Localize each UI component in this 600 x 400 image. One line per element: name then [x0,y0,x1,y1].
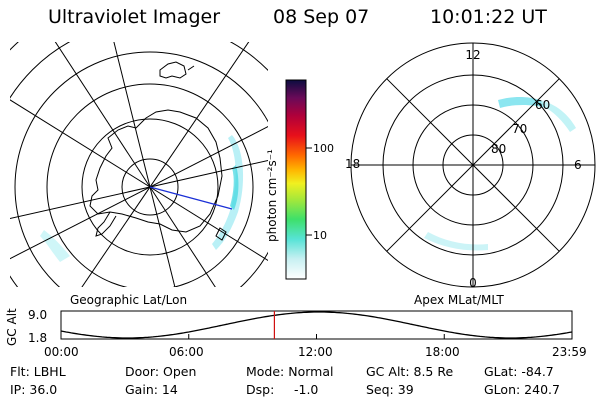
colorbar-unit-label: photon cm⁻²s⁻¹ [265,149,279,242]
alt-ytick-1.8: 1.8 [28,331,47,345]
mlt-label-18: 18 [345,157,360,171]
door-info: Door: Open [125,364,197,379]
glat-info: GLat: -84.7 [484,364,554,379]
instrument-title: Ultraviolet Imager [48,6,221,28]
filter-info: Flt: LBHL [10,364,66,379]
south-america-coastline [159,61,195,79]
mlat-label-80: 80 [491,142,506,156]
colorbar [285,79,307,280]
apex-caption: Apex MLat/MLT [414,293,504,307]
alt-xtick-0000: 00:00 [44,345,79,359]
antarctica-coastline [89,109,223,233]
satellite-track [149,186,233,210]
island-coastline [215,227,227,241]
gain-info: Gain: 14 [125,382,178,397]
mlat-label-60: 60 [535,98,550,112]
gc-alt-info: GC Alt: 8.5 Re [366,364,454,379]
mlat-label-70: 70 [512,122,527,136]
dsp-label: Dsp: [246,382,275,397]
antarctic-peninsula [95,211,117,237]
aurora-oval-apex [424,97,576,251]
mlt-label-12: 12 [465,48,480,62]
ip-info: IP: 36.0 [10,382,58,397]
alt-xtick-1200: 12:00 [298,345,333,359]
dsp-value: -1.0 [294,382,319,397]
glon-info: GLon: 240.7 [484,382,560,397]
seq-info: Seq: 39 [366,382,414,397]
colorbar-ticks [306,147,312,236]
latitude-circles [10,42,268,287]
header-date: 08 Sep 07 [273,6,370,28]
alt-ytick-9: 9.0 [28,308,47,322]
mlt-spokes [351,43,595,287]
header-time: 10:01:22 UT [430,6,547,28]
alt-xtick-1800: 18:00 [425,345,460,359]
altitude-plot [60,310,573,340]
mode-info: Mode: Normal [246,364,334,379]
mlt-label-6: 6 [574,158,582,172]
apex-polar-plot [350,42,596,288]
altitude-curve [60,311,573,339]
mlt-label-0: 0 [469,276,477,290]
alt-xtick-0600: 06:00 [169,345,204,359]
alt-ylabel: GC Alt [5,308,19,346]
colorbar-tick-100: 100 [313,142,334,155]
colorbar-tick-10: 10 [313,229,327,242]
aurora-oval-geo [40,135,244,262]
altitude-x-ticks [60,334,573,339]
geo-caption: Geographic Lat/Lon [70,293,187,307]
geographic-map [10,42,268,287]
alt-xtick-2359: 23:59 [552,345,587,359]
